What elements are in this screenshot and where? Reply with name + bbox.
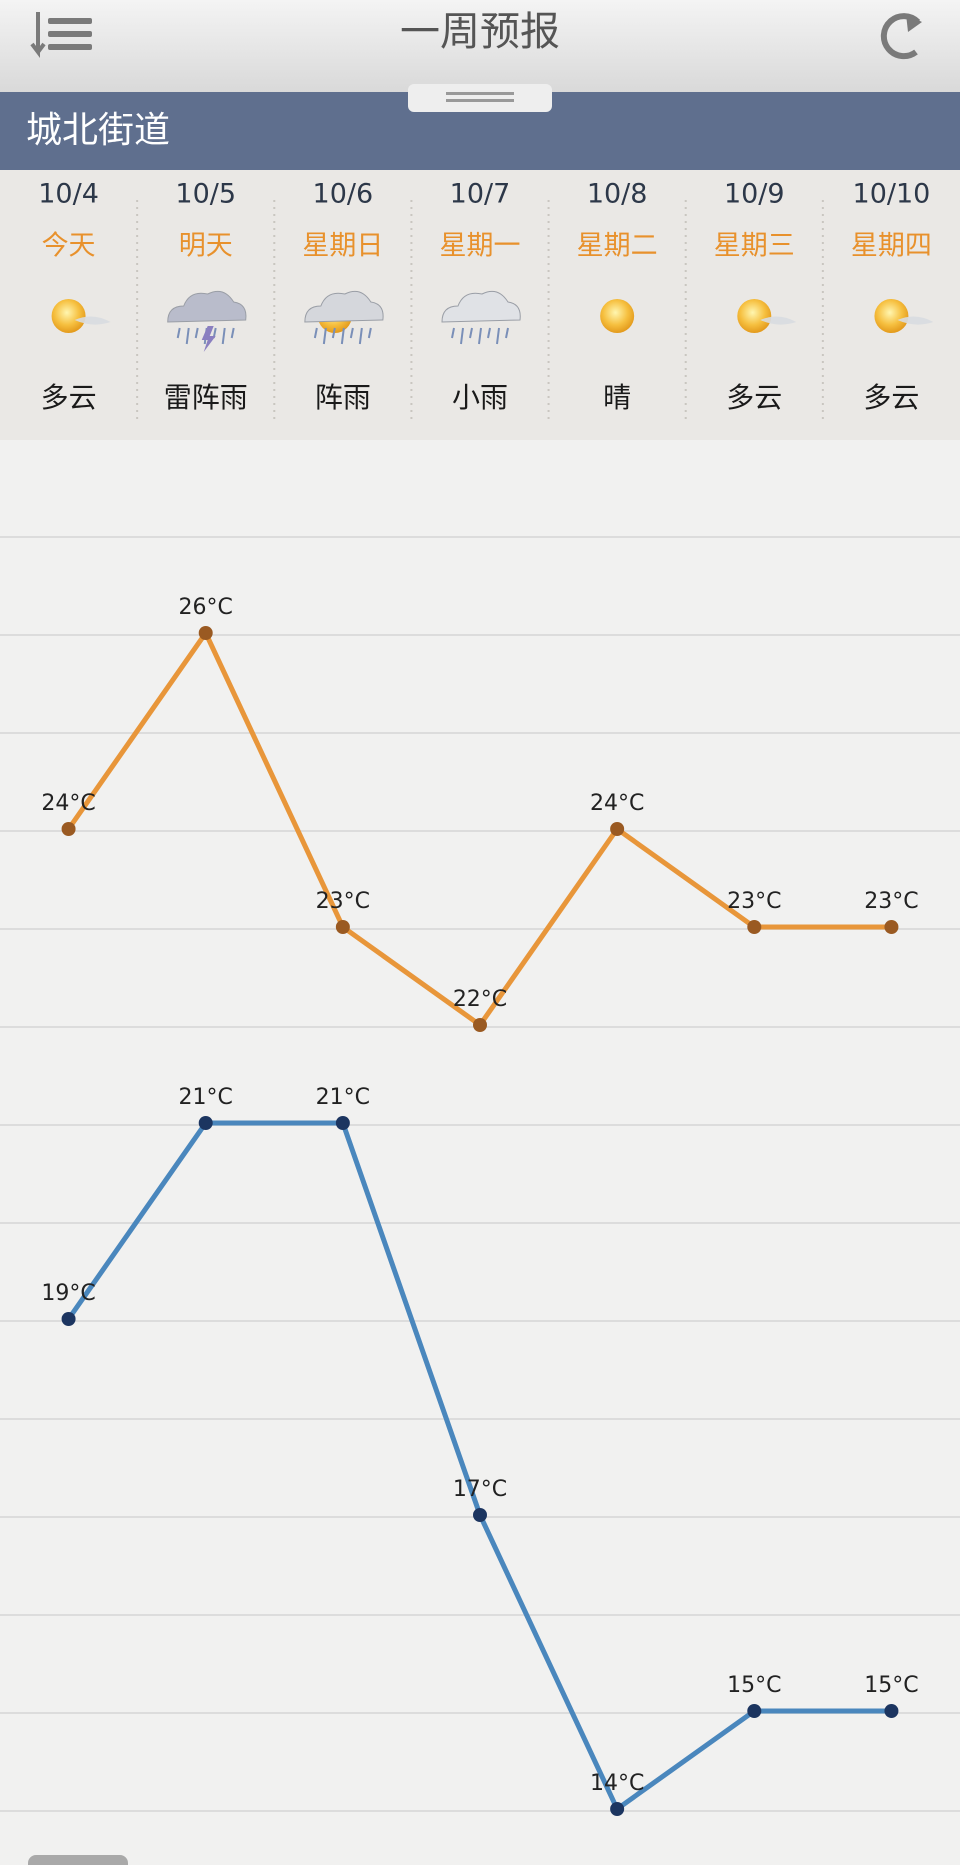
- raindrop: [185, 327, 190, 345]
- weekday: 今天: [42, 231, 96, 262]
- sun: [874, 299, 909, 333]
- condition: 小雨: [452, 381, 508, 414]
- sun: [737, 299, 772, 333]
- location-name: 城北街道: [26, 110, 170, 151]
- temperature-label: 15°C: [864, 1673, 918, 1698]
- haze: [74, 316, 111, 325]
- raindrop: [313, 327, 318, 339]
- raindrop: [349, 327, 354, 339]
- raindrop: [322, 327, 327, 345]
- condition: 晴: [603, 381, 631, 414]
- temperature-point: [747, 1704, 762, 1718]
- weather-icon: [600, 299, 635, 333]
- temperature-label: 21°C: [179, 1085, 233, 1110]
- menu-button[interactable]: [30, 12, 92, 58]
- weather-icon: [51, 299, 111, 333]
- raindrop: [469, 327, 473, 339]
- date: 10/6: [313, 179, 374, 210]
- raindrop: [460, 327, 464, 345]
- condition: 多云: [726, 381, 782, 414]
- date: 10/8: [587, 179, 648, 210]
- temperature-label: 14°C: [590, 1771, 644, 1796]
- raindrop: [340, 327, 345, 345]
- raindrop: [478, 327, 482, 345]
- weekday: 星期二: [577, 231, 658, 262]
- date: 10/4: [38, 179, 99, 210]
- temperature-point: [747, 920, 762, 934]
- haze: [897, 316, 934, 325]
- temperature-point: [61, 822, 76, 836]
- temperature-label: 24°C: [590, 791, 644, 816]
- raindrop: [487, 327, 491, 339]
- condition: 阵雨: [315, 381, 371, 414]
- temperature-label: 24°C: [41, 791, 95, 816]
- haze: [760, 316, 797, 325]
- top-bar: [0, 0, 960, 92]
- weather-icon: [874, 299, 934, 333]
- temperature-point: [473, 1018, 487, 1032]
- weekday: 星期三: [714, 231, 795, 262]
- temperature-point: [884, 920, 899, 934]
- weather-icon: [167, 290, 247, 352]
- cloud: [304, 290, 384, 323]
- refresh-button[interactable]: [880, 13, 922, 60]
- temperature-point: [884, 1704, 899, 1718]
- weather-icon: [304, 290, 384, 345]
- bolt: [201, 326, 216, 352]
- temperature-point: [198, 626, 213, 640]
- sun: [51, 299, 86, 333]
- weather-icon: [441, 290, 521, 345]
- temperature-label: 19°C: [41, 1281, 95, 1306]
- condition: 雷阵雨: [164, 381, 248, 414]
- temperature-label: 22°C: [453, 987, 507, 1012]
- cloud: [441, 290, 521, 323]
- temperature-point: [61, 1312, 76, 1326]
- weekday: 星期一: [440, 231, 521, 262]
- temperature-point: [335, 920, 350, 934]
- weekday: 星期四: [851, 231, 932, 262]
- temperature-label: 23°C: [316, 889, 370, 914]
- date: 10/10: [853, 179, 931, 210]
- raindrop: [221, 327, 226, 345]
- cloud: [167, 290, 247, 323]
- temperature-point: [610, 1802, 625, 1816]
- raindrop: [505, 327, 509, 339]
- bottom-tab[interactable]: [28, 1855, 128, 1865]
- raindrop: [331, 327, 336, 339]
- temperature-point: [473, 1508, 487, 1522]
- raindrop: [367, 327, 372, 339]
- weather-icon: [737, 299, 797, 333]
- temperature-label: 17°C: [453, 1477, 507, 1502]
- temperature-label: 15°C: [727, 1673, 781, 1698]
- raindrop: [451, 327, 455, 339]
- date: 10/7: [450, 179, 511, 210]
- temperature-point: [198, 1116, 213, 1130]
- raindrop: [358, 327, 363, 345]
- condition: 多云: [41, 381, 97, 414]
- raindrop: [194, 327, 199, 339]
- weekday: 明天: [179, 231, 233, 262]
- temperature-point: [610, 822, 625, 836]
- temperature-point: [335, 1116, 350, 1130]
- raindrop: [496, 327, 500, 345]
- weekday: 星期日: [302, 231, 383, 262]
- sun: [600, 299, 635, 333]
- page-title: 一周预报: [400, 9, 560, 55]
- temperature-label: 26°C: [179, 595, 233, 620]
- condition: 多云: [863, 381, 919, 414]
- raindrop: [176, 327, 181, 339]
- date: 10/9: [724, 179, 785, 210]
- date: 10/5: [175, 179, 236, 210]
- temperature-label: 23°C: [864, 889, 918, 914]
- temperature-label: 21°C: [316, 1085, 370, 1110]
- raindrop: [230, 327, 235, 339]
- drawer-handle[interactable]: [408, 84, 552, 112]
- temperature-label: 23°C: [727, 889, 781, 914]
